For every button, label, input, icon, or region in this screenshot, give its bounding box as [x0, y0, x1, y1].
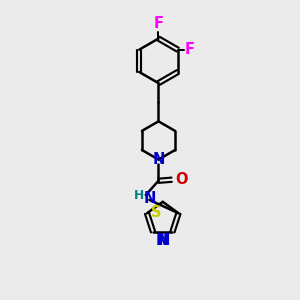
Text: N: N [158, 233, 170, 248]
Text: S: S [151, 205, 161, 220]
Text: F: F [184, 42, 195, 57]
Text: N: N [152, 152, 165, 167]
Text: H: H [134, 188, 144, 202]
Text: N: N [143, 191, 156, 206]
Text: F: F [154, 16, 164, 31]
Text: O: O [175, 172, 188, 187]
Text: N: N [156, 233, 168, 248]
